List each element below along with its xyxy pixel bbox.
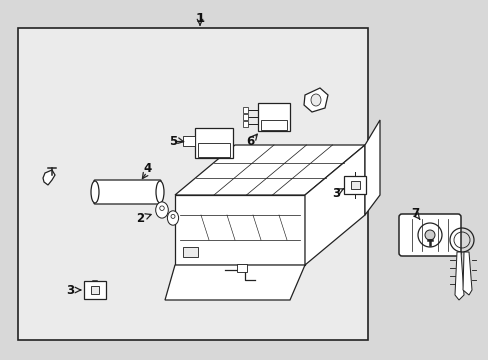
Text: 5: 5 [168,135,177,148]
Bar [243,114,247,120]
Circle shape [417,223,441,247]
Text: 2: 2 [136,212,144,225]
Polygon shape [164,265,305,300]
Text: 3: 3 [331,186,339,199]
Polygon shape [454,252,463,300]
Bar [243,107,247,113]
Polygon shape [305,145,364,265]
Ellipse shape [155,202,168,218]
Bar [90,286,99,294]
Text: 3: 3 [66,284,74,297]
Polygon shape [175,145,364,195]
Text: 7: 7 [410,207,418,220]
Ellipse shape [310,94,320,106]
Bar [195,128,232,158]
Bar [243,121,247,127]
Polygon shape [175,195,305,265]
Text: 1: 1 [195,12,204,24]
Ellipse shape [167,211,178,225]
Bar [183,136,195,146]
Bar [261,120,286,130]
Polygon shape [344,176,365,194]
Polygon shape [43,170,55,185]
Bar [198,143,229,157]
Polygon shape [462,252,471,295]
Polygon shape [304,88,327,112]
Ellipse shape [171,215,175,219]
Ellipse shape [91,181,99,203]
Ellipse shape [160,206,164,211]
Bar [183,247,198,257]
Bar [350,181,359,189]
Text: 4: 4 [143,162,152,175]
Polygon shape [364,120,379,215]
Circle shape [424,230,434,240]
FancyBboxPatch shape [398,214,460,256]
Text: 6: 6 [245,135,254,148]
Polygon shape [83,281,106,299]
Ellipse shape [156,181,163,203]
FancyBboxPatch shape [94,180,161,204]
Bar [237,264,246,272]
Bar [258,103,289,131]
FancyBboxPatch shape [18,28,367,340]
